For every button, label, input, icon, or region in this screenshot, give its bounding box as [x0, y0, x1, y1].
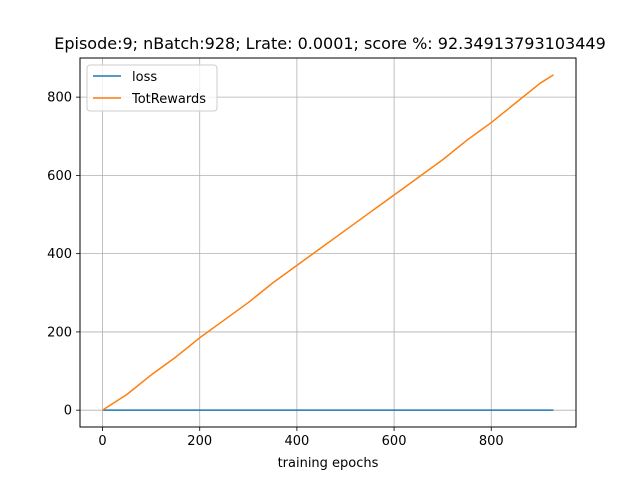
legend-label-totrewards: TotRewards: [131, 92, 206, 107]
series-line-totrewards: [102, 74, 554, 411]
legend: loss TotRewards: [86, 64, 218, 112]
y-tick-label: 800: [47, 91, 72, 106]
x-tick-label: 400: [284, 434, 309, 449]
x-tick-label: 200: [187, 434, 212, 449]
x-tick-label: 600: [382, 434, 407, 449]
y-tick-label: 200: [47, 325, 72, 340]
x-axis-label: training epochs: [278, 456, 379, 471]
chart-title: Episode:9; nBatch:928; Lrate: 0.0001; sc…: [54, 34, 606, 53]
series-layer: [102, 74, 554, 411]
y-tick-label: 0: [64, 404, 72, 419]
y-tick-label: 600: [47, 169, 72, 184]
x-tick-label: 800: [479, 434, 504, 449]
legend-label-loss: loss: [132, 70, 157, 85]
y-tick-label: 400: [47, 247, 72, 262]
x-tick-label: 0: [98, 434, 106, 449]
plot-frame: [79, 57, 577, 428]
ticks: 0 200 400 600 800 0 200 400 600 800: [47, 91, 504, 449]
